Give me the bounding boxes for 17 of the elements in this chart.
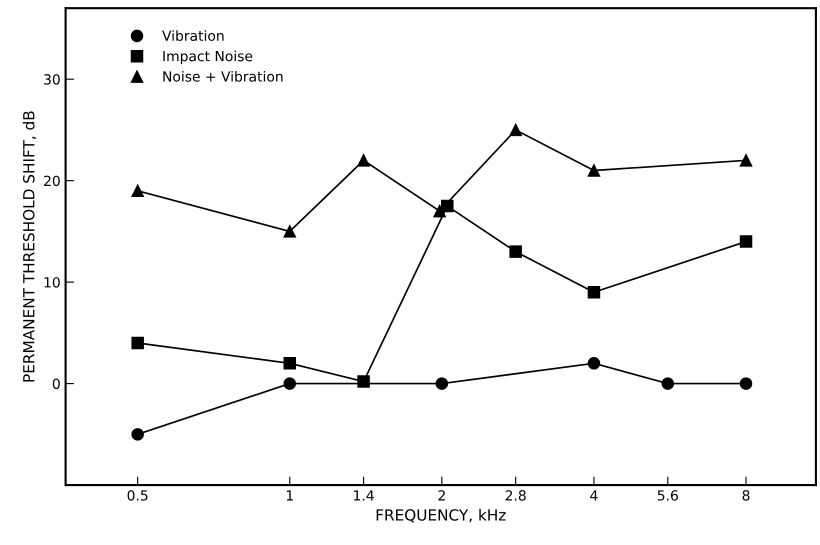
legend-label: Noise + Vibration <box>163 70 283 82</box>
x-axis-title: FREQUENCY, kHz <box>376 508 506 522</box>
legend-label: Vibration <box>162 30 224 41</box>
x-tick-label: 0.5 <box>128 490 148 501</box>
y-axis-title: PERMANENT THRESHOLD SHIFT, dB <box>22 111 36 382</box>
x-tick-label: 5.6 <box>658 490 678 501</box>
x-tick-label: 8 <box>742 490 750 501</box>
y-tick-label: 20 <box>44 176 60 186</box>
legend-label: Impact Noise <box>163 50 252 64</box>
y-tick-label: 10 <box>44 277 60 288</box>
y-tick-label: 30 <box>44 74 60 85</box>
y-tick-label: 0 <box>52 378 60 390</box>
x-tick-label: 1 <box>286 490 293 500</box>
x-tick-label: 4 <box>590 490 598 500</box>
x-tick-label: 2 <box>438 490 445 500</box>
x-tick-label: 1.4 <box>354 490 374 500</box>
x-tick-label: 2.8 <box>506 490 526 501</box>
